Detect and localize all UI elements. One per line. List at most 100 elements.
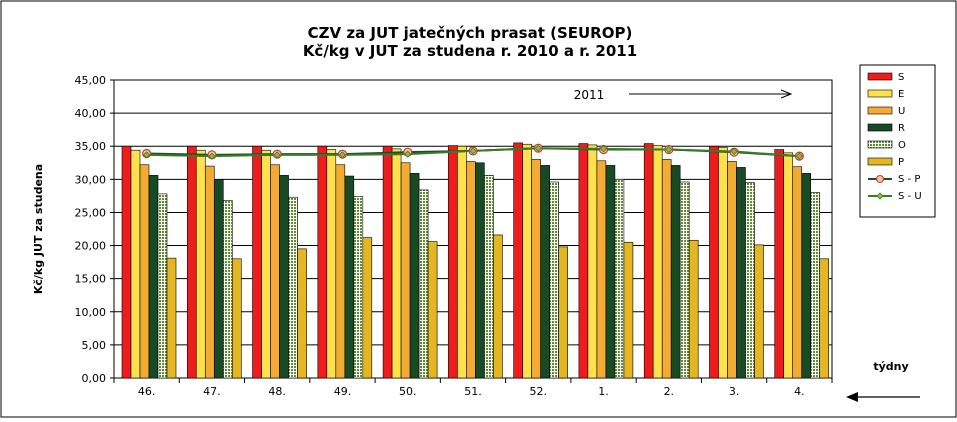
bar-S (774, 149, 785, 379)
x-tick-label: 47. (203, 385, 221, 398)
bar-R (409, 173, 420, 379)
legend-swatch-R (867, 123, 893, 132)
bar-O (614, 179, 625, 379)
bar-P (166, 257, 177, 379)
legend-swatch-U (867, 106, 893, 115)
x-tick-label: 52. (530, 385, 548, 398)
lines-group (142, 143, 804, 161)
x-axis-label: týdny (873, 360, 908, 373)
marker-s-u (469, 147, 477, 155)
y-tick-label: 30,00 (75, 173, 107, 186)
marker-s-u (273, 151, 281, 159)
y-tick-label: 20,00 (75, 240, 107, 253)
legend-label-E: E (898, 89, 904, 100)
bar-S (709, 145, 719, 379)
bar-R (279, 175, 289, 379)
legend-swatch-O (867, 140, 893, 149)
bar-P (231, 258, 242, 379)
bar-R (148, 175, 159, 379)
legend: SEUROP S - P S - U (867, 72, 922, 202)
bar-S (382, 145, 393, 379)
bar-O (157, 193, 168, 379)
y-tick-label: 45,00 (75, 74, 107, 87)
marker-s-u (730, 147, 738, 156)
bar-O (679, 181, 690, 379)
marker-s-u (338, 151, 347, 159)
bar-S (317, 145, 328, 379)
bar-U (204, 165, 215, 379)
bar-R (605, 165, 616, 379)
legend-swatch-E (867, 89, 893, 98)
y-tick-label: 40,00 (75, 107, 107, 120)
bar-P (493, 234, 503, 379)
bar-S (186, 145, 197, 379)
bar-U (139, 164, 150, 379)
y-tick-label: 35,00 (75, 140, 107, 153)
chart-title-line1: CZV za JUT jatečných prasat (SEUROP) (308, 24, 633, 42)
marker-s-u (208, 152, 216, 160)
bar-S (578, 143, 589, 379)
bar-S (513, 142, 523, 379)
bar-R (670, 165, 681, 379)
marker-s-u (665, 145, 673, 154)
marker-s-u (534, 144, 542, 152)
annotation-arrow (629, 89, 793, 99)
bar-R (736, 167, 746, 379)
bar-O (288, 196, 298, 379)
x-tick-label: 4. (794, 385, 805, 398)
x-tick-label: 48. (268, 385, 286, 398)
legend-label-s-p: S - P (898, 174, 920, 185)
bar-O (353, 196, 364, 379)
bar-E (522, 143, 532, 379)
bar-E (391, 148, 402, 379)
bar-U (596, 160, 607, 379)
marker-s-u (143, 151, 151, 159)
y-tick-labels: 0,00 5,00 10,00 15,00 20,00 25,00 30,00 35,00 40… (75, 74, 107, 385)
y-axis-label: Kč/kg JUT za studena (32, 164, 45, 294)
bar-O (222, 200, 233, 379)
bar-R (475, 162, 485, 379)
marker-s-u (795, 152, 803, 160)
bar-U (335, 164, 346, 379)
legend-swatch-S (867, 72, 893, 81)
y-tick-label: 5,00 (82, 339, 107, 352)
bar-P (688, 239, 699, 379)
bar-U (400, 162, 411, 379)
bar-P (623, 241, 634, 379)
bar-P (427, 241, 438, 379)
annotation-2011: 2011 (574, 88, 605, 102)
x-tick-label: 3. (729, 385, 740, 398)
bar-E (587, 144, 598, 379)
legend-label-s-u: S - U (898, 191, 922, 202)
bar-O (418, 189, 429, 379)
bar-U (661, 159, 672, 379)
bar-E (195, 149, 206, 379)
x-tick-label: 2. (664, 385, 675, 398)
bar-R (213, 179, 224, 379)
x-tick-label: 1. (598, 385, 609, 398)
legend-label-P: P (898, 157, 904, 168)
x-axis-arrow (846, 392, 920, 402)
bar-U (727, 161, 737, 379)
bar-S (448, 145, 458, 379)
chart-title-line2: Kč/kg v JUT za studena r. 2010 a r. 2011 (303, 42, 637, 60)
bar-E (652, 145, 663, 379)
x-tick-labels: 46. 47. 48. 49. 50. 51. 52. 1. 2. 3. 4. (113, 378, 833, 398)
bar-O (810, 192, 821, 379)
bar-P (754, 244, 764, 379)
bar-P (362, 237, 373, 379)
bars-group (121, 142, 830, 379)
x-tick-label: 51. (464, 385, 482, 398)
bar-R (540, 165, 550, 379)
bar-E (457, 145, 467, 379)
bar-E (261, 149, 271, 379)
x-tick-label: 46. (138, 385, 156, 398)
bar-O (745, 182, 755, 379)
bar-U (531, 159, 541, 379)
bar-U (270, 164, 280, 379)
x-tick-label: 49. (334, 385, 352, 398)
bar-U (792, 166, 803, 379)
bar-E (326, 149, 337, 379)
bar-E (718, 147, 728, 379)
